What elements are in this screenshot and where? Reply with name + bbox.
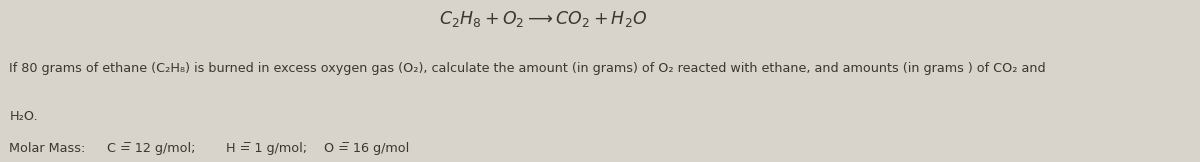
Text: If 80 grams of ethane (C₂H₈) is burned in excess oxygen gas (O₂), calculate the : If 80 grams of ethane (C₂H₈) is burned i… <box>10 62 1046 75</box>
Text: H₂O.: H₂O. <box>10 110 38 123</box>
Text: H =̅ 1 g/mol;: H =̅ 1 g/mol; <box>227 142 307 155</box>
Text: Molar Mass:: Molar Mass: <box>10 142 85 155</box>
Text: C =̅ 12 g/mol;: C =̅ 12 g/mol; <box>107 142 196 155</box>
Text: $C_2H_8 + O_2 \longrightarrow CO_2 + H_2O$: $C_2H_8 + O_2 \longrightarrow CO_2 + H_2… <box>439 9 647 29</box>
Text: O =̅ 16 g/mol: O =̅ 16 g/mol <box>324 142 409 155</box>
